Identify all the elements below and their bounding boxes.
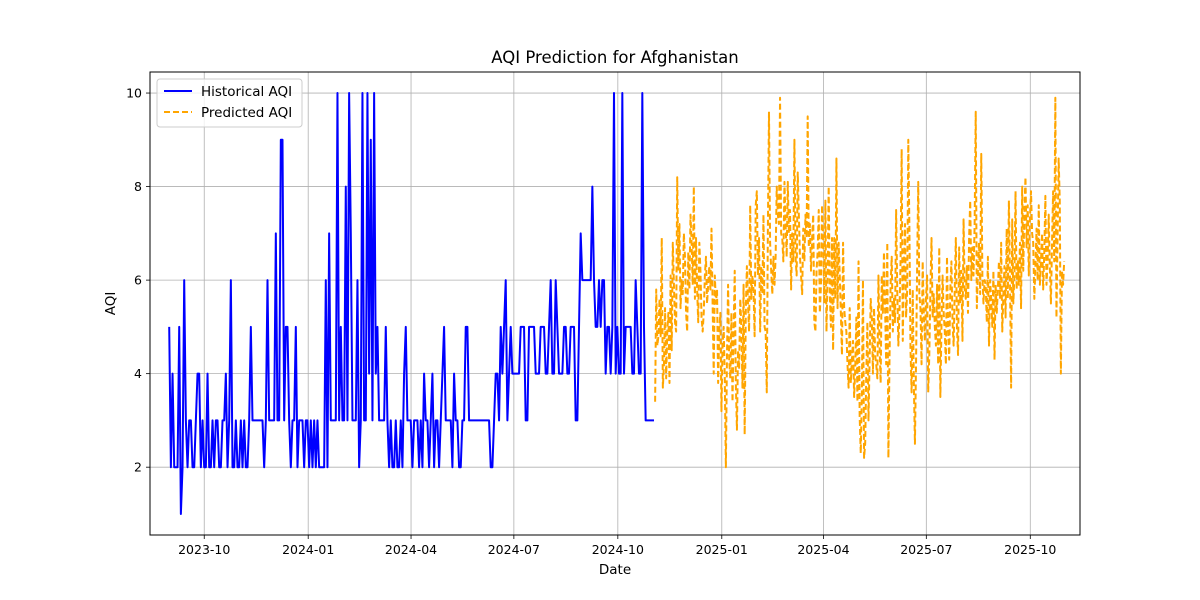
y-tick-label: 10 <box>126 86 142 101</box>
x-tick-label: 2024-10 <box>592 542 644 557</box>
x-tick-label: 2024-01 <box>282 542 334 557</box>
x-tick-label: 2024-04 <box>385 542 437 557</box>
x-axis-title: Date <box>599 562 631 578</box>
y-tick-label: 4 <box>134 366 142 381</box>
x-tick-label: 2025-10 <box>1004 542 1056 557</box>
legend-label-historical: Historical AQI <box>201 84 292 100</box>
series-layer <box>168 92 1066 515</box>
plot-frame <box>149 71 1081 536</box>
x-tick-label: 2025-01 <box>696 542 748 557</box>
legend-box <box>156 78 303 128</box>
x-tick-label: 2023-10 <box>178 542 230 557</box>
tick-layer: 2 4 6 8 10 2023-10 2024-01 2024-04 2024-07 2024-1… <box>126 86 1056 557</box>
y-tick-label: 8 <box>134 179 142 194</box>
historical-aqi-line <box>168 92 654 515</box>
predicted-aqi-line <box>654 96 1066 469</box>
y-tick-label: 2 <box>134 460 142 475</box>
chart-title: AQI Prediction for Afghanistan <box>491 48 738 67</box>
y-tick-label: 6 <box>134 273 142 288</box>
x-tick-label: 2024-07 <box>488 542 540 557</box>
x-tick-label: 2025-04 <box>797 542 849 557</box>
legend-label-predicted: Predicted AQI <box>201 105 292 121</box>
y-axis-title: AQI <box>103 292 119 316</box>
x-tick-label: 2025-07 <box>900 542 952 557</box>
legend: Historical AQI Predicted AQI <box>156 78 303 128</box>
